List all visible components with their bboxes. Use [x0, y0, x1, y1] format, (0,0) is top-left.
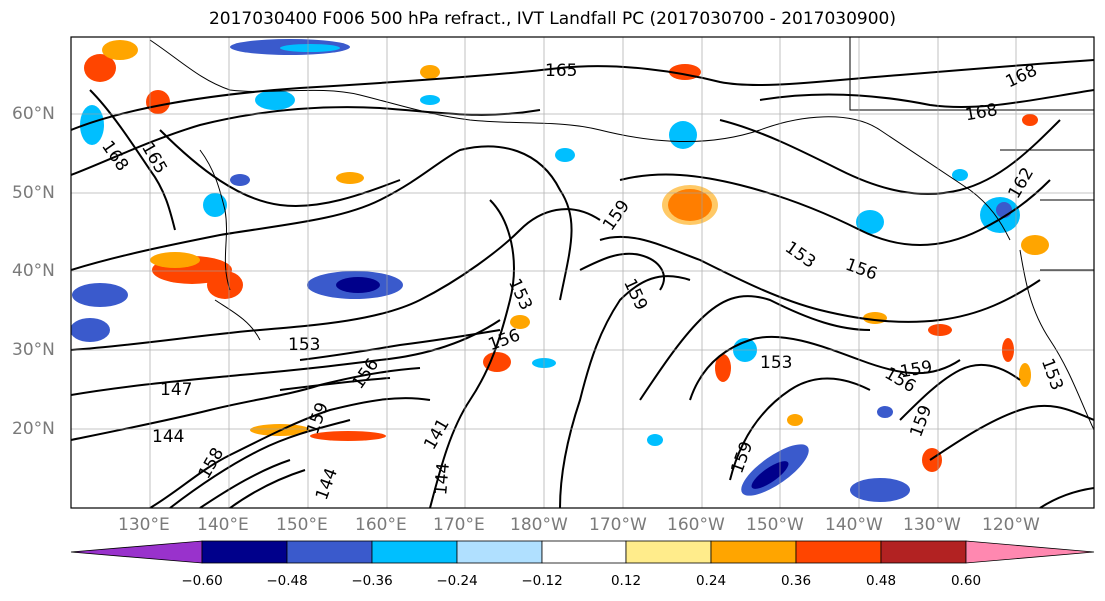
- colorbar-segment: [70, 540, 203, 564]
- lon-label: 130°W: [903, 515, 961, 535]
- negative-patch: [647, 434, 663, 446]
- contour-label: 153: [288, 335, 320, 355]
- negative-patch: [72, 283, 128, 307]
- contour-label: 147: [160, 380, 192, 400]
- colorbar-tick-label: 0.60: [950, 573, 982, 589]
- lat-label: 30°N: [12, 340, 55, 360]
- lon-label: 170°E: [433, 515, 485, 535]
- positive-patch: [207, 271, 243, 299]
- positive-patch: [483, 352, 511, 372]
- negative-patch: [420, 95, 440, 105]
- colorbar-tick-label: −0.48: [266, 573, 308, 589]
- lon-label: 160°E: [355, 515, 407, 535]
- colorbar-segment: [286, 540, 373, 564]
- positive-patch: [1021, 235, 1049, 255]
- gridlines: [71, 37, 1094, 508]
- positive-patch: [336, 172, 364, 184]
- positive-patch: [1019, 363, 1031, 387]
- positive-patch: [102, 40, 138, 60]
- colorbar-segment: [371, 540, 458, 564]
- positive-patch: [787, 414, 803, 426]
- lat-label: 60°N: [12, 104, 55, 124]
- negative-patch: [669, 121, 697, 149]
- negative-patch: [850, 478, 910, 502]
- lon-label: 120°W: [982, 515, 1040, 535]
- colorbar-tick-label: 0.48: [865, 573, 897, 589]
- contour-label: 165: [545, 61, 577, 81]
- colorbar-segment: [710, 540, 797, 564]
- negative-patch: [280, 44, 340, 52]
- negative-patch: [230, 174, 250, 186]
- colorbar-tick-label: 0.24: [695, 573, 727, 589]
- negative-patch: [255, 90, 295, 110]
- negative-patch: [203, 193, 227, 217]
- negative-patch: [751, 461, 789, 489]
- positive-patch: [922, 448, 942, 472]
- colorbar-segment: [965, 540, 1095, 564]
- negative-patch: [555, 148, 575, 162]
- contour-label: 144: [152, 427, 184, 447]
- contour-labels: 165 168 168 168 165 162 159 153 153 156 …: [97, 60, 1066, 502]
- positive-patch: [84, 54, 116, 82]
- negative-patch: [80, 105, 104, 145]
- lon-label: 140°E: [197, 515, 249, 535]
- colorbar-tick-label: −0.24: [436, 573, 478, 589]
- positive-patch: [146, 90, 170, 114]
- colorbar-tick-label: −0.60: [181, 573, 223, 589]
- colorbar-segment: [201, 540, 288, 564]
- lon-label: 180°W: [510, 515, 568, 535]
- contour-label: 144: [431, 462, 454, 496]
- lat-label: 50°N: [12, 183, 55, 203]
- colorbar-segment: [625, 540, 712, 564]
- anomaly-patches: [71, 39, 1049, 502]
- colorbar-tick-label: −0.36: [351, 573, 393, 589]
- positive-patch: [420, 65, 440, 79]
- negative-patch: [952, 169, 968, 181]
- negative-patch: [336, 277, 380, 293]
- lat-label: 40°N: [12, 261, 55, 281]
- coastlines: [149, 37, 1094, 431]
- positive-patch: [662, 185, 718, 225]
- lon-label: 150°E: [276, 515, 328, 535]
- colorbar: [70, 540, 1095, 564]
- colorbar-segment: [541, 540, 627, 564]
- negative-patch: [71, 318, 110, 342]
- positive-patch: [1022, 114, 1038, 126]
- positive-patch: [510, 315, 530, 329]
- lon-label: 140°W: [825, 515, 883, 535]
- negative-patch: [877, 406, 893, 418]
- colorbar-segment: [880, 540, 967, 564]
- positive-patch: [863, 312, 887, 324]
- lon-label: 170°W: [589, 515, 647, 535]
- colorbar-segment: [795, 540, 882, 564]
- map-title: 2017030400 F006 500 hPa refract., IVT La…: [208, 9, 896, 29]
- colorbar-tick-label: 0.12: [610, 573, 642, 589]
- colorbar-segment: [456, 540, 543, 564]
- lon-label: 160°W: [667, 515, 725, 535]
- lon-label: 130°E: [118, 515, 170, 535]
- lon-label: 150°W: [746, 515, 804, 535]
- lat-label: 20°N: [12, 419, 55, 439]
- colorbar-tick-label: 0.36: [780, 573, 812, 589]
- contour-label: 153: [760, 353, 792, 373]
- colorbar-tick-label: −0.12: [521, 573, 563, 589]
- positive-patch: [715, 354, 731, 382]
- positive-patch: [150, 252, 200, 268]
- positive-patch: [928, 324, 952, 336]
- positive-patch: [310, 431, 386, 441]
- negative-patch: [856, 210, 884, 234]
- map-frame: [70, 36, 1095, 509]
